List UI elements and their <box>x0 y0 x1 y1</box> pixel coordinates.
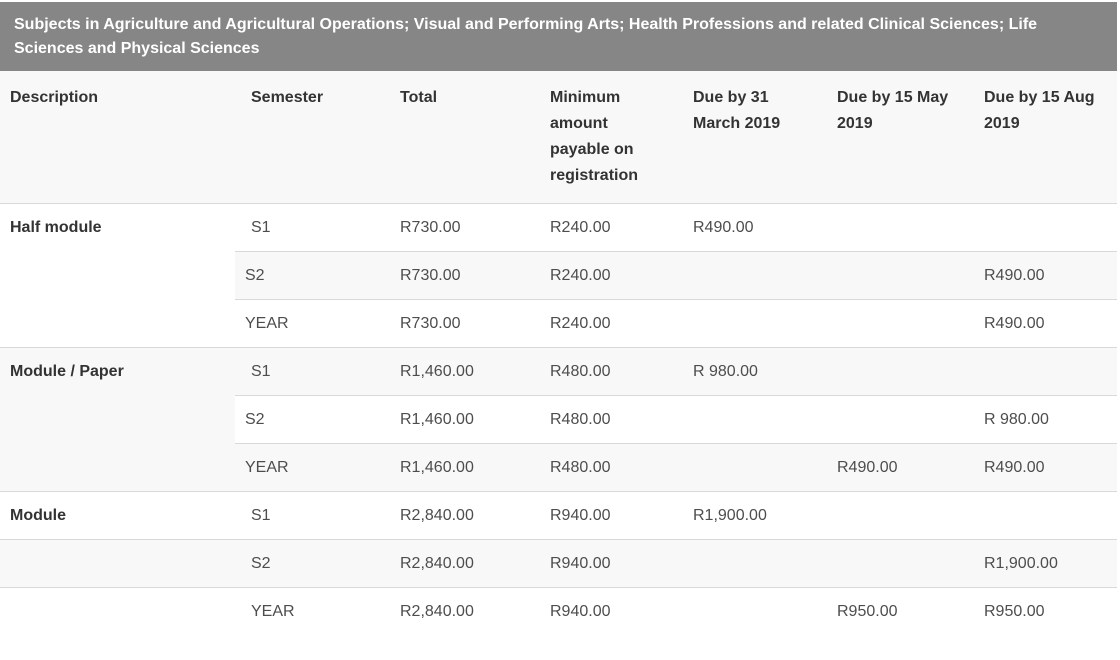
total-cell: R2,840.00 <box>384 491 534 540</box>
total-cell: R1,460.00 <box>384 443 534 492</box>
due-may-cell <box>821 203 968 252</box>
semester-cell: YEAR <box>235 587 384 635</box>
table-row: S2 R730.00 R240.00 R490.00 <box>0 251 1117 300</box>
due-aug-cell: R490.00 <box>968 443 1117 492</box>
description-cell: Module <box>0 491 235 540</box>
due-march-cell <box>677 395 821 444</box>
table-row: S2 R1,460.00 R480.00 R 980.00 <box>0 395 1117 444</box>
due-aug-cell <box>968 203 1117 252</box>
semester-cell: S2 <box>235 539 384 588</box>
subjects-title-banner: Subjects in Agriculture and Agricultural… <box>0 2 1117 71</box>
column-header-minimum: Minimum amount payable on registration <box>534 71 677 204</box>
due-aug-cell <box>968 347 1117 396</box>
due-march-cell <box>677 299 821 348</box>
total-cell: R2,840.00 <box>384 539 534 588</box>
due-may-cell <box>821 347 968 396</box>
due-may-cell <box>821 251 968 300</box>
due-march-cell <box>677 587 821 635</box>
semester-cell: S2 <box>235 395 384 444</box>
column-header-total: Total <box>384 71 534 204</box>
due-aug-cell: R490.00 <box>968 299 1117 348</box>
minimum-cell: R240.00 <box>534 299 677 348</box>
description-cell: Half module <box>0 203 235 348</box>
table-row: Module S1 R2,840.00 R940.00 R1,900.00 <box>0 491 1117 540</box>
minimum-cell: R480.00 <box>534 347 677 396</box>
column-header-due-aug: Due by 15 Aug 2019 <box>968 71 1117 204</box>
total-cell: R730.00 <box>384 299 534 348</box>
due-may-cell <box>821 299 968 348</box>
due-march-cell: R1,900.00 <box>677 491 821 540</box>
minimum-cell: R940.00 <box>534 539 677 588</box>
semester-cell: YEAR <box>235 443 384 492</box>
total-cell: R730.00 <box>384 203 534 252</box>
table-row: YEAR R730.00 R240.00 R490.00 <box>0 299 1117 348</box>
due-aug-cell: R1,900.00 <box>968 539 1117 588</box>
minimum-cell: R480.00 <box>534 395 677 444</box>
table-header-row: Description Semester Total Minimum amoun… <box>0 71 1117 204</box>
due-may-cell: R490.00 <box>821 443 968 492</box>
minimum-cell: R940.00 <box>534 491 677 540</box>
total-cell: R1,460.00 <box>384 347 534 396</box>
table-row: Module / Paper S1 R1,460.00 R480.00 R 98… <box>0 347 1117 492</box>
due-aug-cell <box>968 491 1117 540</box>
due-may-cell <box>821 539 968 588</box>
description-cell <box>0 539 235 588</box>
due-aug-cell: R490.00 <box>968 251 1117 300</box>
minimum-cell: R940.00 <box>534 587 677 635</box>
semester-cell: YEAR <box>235 299 384 348</box>
semester-cell: S1 <box>235 203 384 252</box>
due-march-cell <box>677 251 821 300</box>
column-header-due-may: Due by 15 May 2019 <box>821 71 968 204</box>
table-row: Half module S1 R730.00 R240.00 R490.00 <box>0 203 1117 348</box>
description-cell: Module / Paper <box>0 347 235 492</box>
table-row: S2 R2,840.00 R940.00 R1,900.00 <box>0 539 1117 588</box>
total-cell: R2,840.00 <box>384 587 534 635</box>
minimum-cell: R240.00 <box>534 251 677 300</box>
table-row: YEAR R1,460.00 R480.00 R490.00 R490.00 <box>0 443 1117 492</box>
due-march-cell: R 980.00 <box>677 347 821 396</box>
due-aug-cell: R950.00 <box>968 587 1117 635</box>
due-may-cell: R950.00 <box>821 587 968 635</box>
due-march-cell <box>677 443 821 492</box>
fees-table: Description Semester Total Minimum amoun… <box>0 71 1117 635</box>
due-may-cell <box>821 491 968 540</box>
minimum-cell: R480.00 <box>534 443 677 492</box>
table-row: YEAR R2,840.00 R940.00 R950.00 R950.00 <box>0 587 1117 635</box>
due-march-cell: R490.00 <box>677 203 821 252</box>
due-may-cell <box>821 395 968 444</box>
semester-cell: S1 <box>235 491 384 540</box>
description-cell <box>0 587 235 635</box>
semester-cell: S2 <box>235 251 384 300</box>
due-aug-cell: R 980.00 <box>968 395 1117 444</box>
semester-cell: S1 <box>235 347 384 396</box>
column-header-due-march: Due by 31 March 2019 <box>677 71 821 204</box>
total-cell: R730.00 <box>384 251 534 300</box>
total-cell: R1,460.00 <box>384 395 534 444</box>
due-march-cell <box>677 539 821 588</box>
column-header-semester: Semester <box>235 71 384 204</box>
column-header-description: Description <box>0 71 235 204</box>
minimum-cell: R240.00 <box>534 203 677 252</box>
